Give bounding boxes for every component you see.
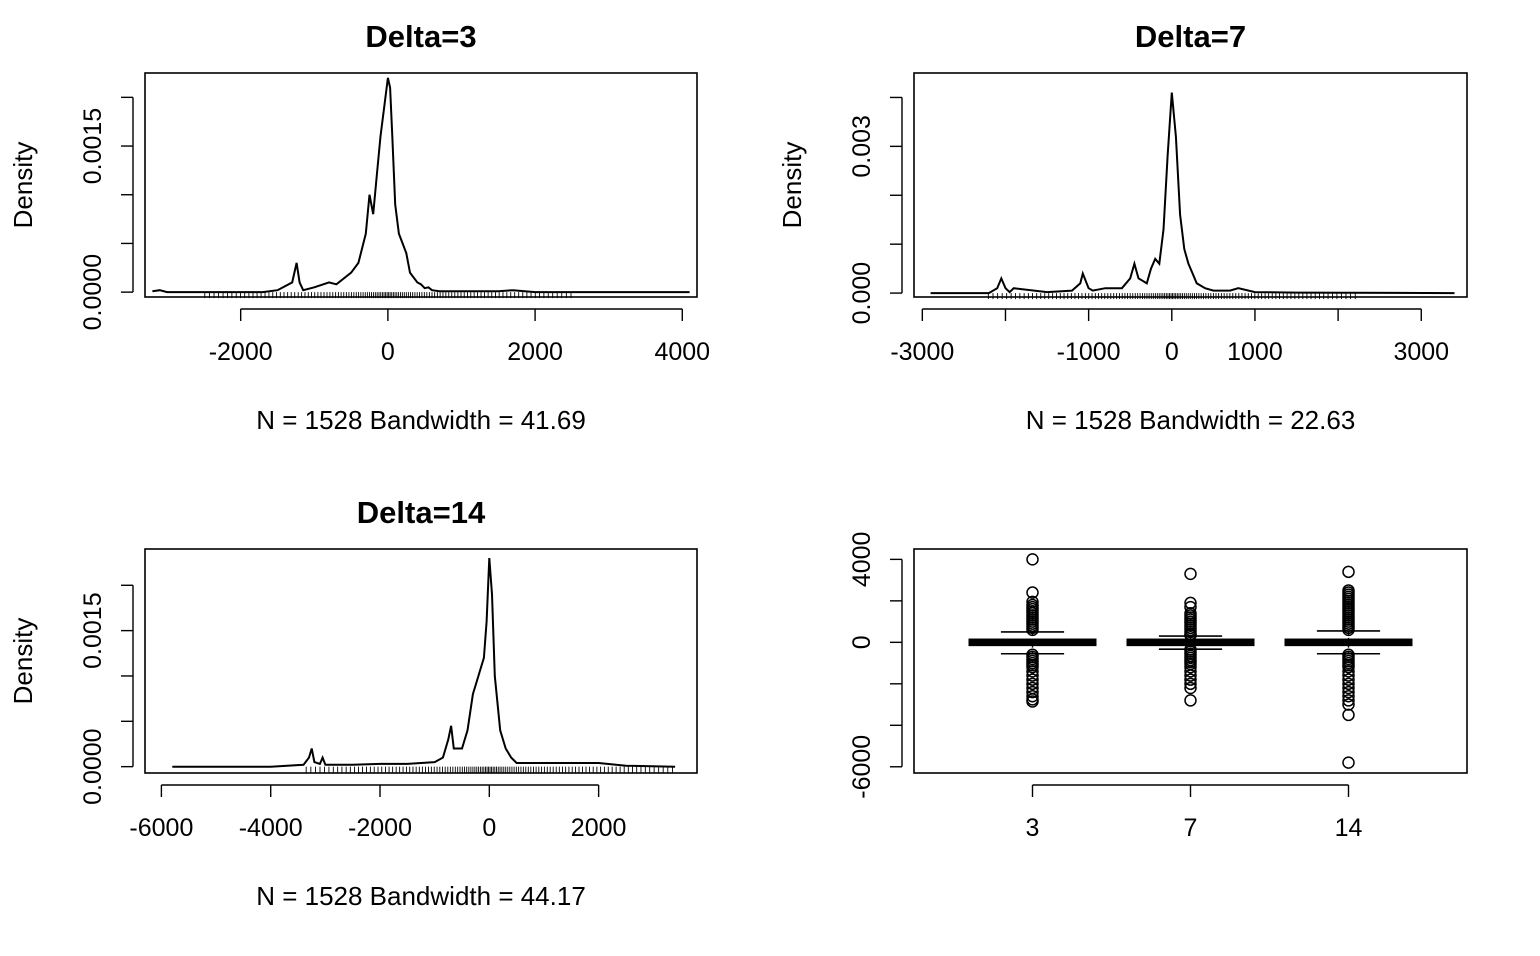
- y-axis-label: Density: [8, 142, 38, 229]
- rug-marks: [204, 292, 572, 299]
- x-tick-label: 0: [482, 814, 496, 842]
- plot-frame: [913, 72, 1468, 298]
- x-tick-label: 1000: [1227, 338, 1283, 366]
- outlier-point: [1026, 685, 1039, 699]
- x-tick-label: 0: [381, 338, 395, 366]
- outlier-point: [1184, 694, 1197, 707]
- outlier-point: [1342, 681, 1355, 695]
- outlier-point: [1342, 756, 1355, 769]
- x-tick-label: 2000: [571, 814, 627, 842]
- density-curve: [930, 92, 1455, 295]
- y-tick-label: 0.0000: [79, 254, 107, 330]
- outlier-point: [1184, 669, 1197, 682]
- y-tick-label: 4000: [848, 532, 876, 588]
- x-tick-label: -4000: [239, 814, 303, 842]
- outlier-point: [1026, 586, 1039, 599]
- outlier-point: [1184, 660, 1197, 674]
- outlier-point: [1342, 660, 1355, 674]
- panel-2: Delta=7 N = 1528 Bandwidth = 22.63 Density…: [777, 19, 1468, 435]
- panel-title: Delta=3: [365, 19, 476, 54]
- rug-marks: [305, 766, 673, 773]
- y-tick-label: 0.0015: [79, 108, 107, 184]
- plot-frame: [144, 548, 698, 774]
- outlier-point: [1026, 673, 1039, 686]
- outlier-point: [1184, 628, 1197, 642]
- panel-title: Delta=7: [1135, 19, 1246, 54]
- x-tick-label: 7: [1184, 814, 1198, 842]
- x-axis-label: N = 1528 Bandwidth = 41.69: [256, 405, 586, 435]
- rug-marks: [987, 293, 1356, 300]
- y-tick-label: 0: [848, 635, 876, 649]
- x-tick-label: 3000: [1393, 338, 1449, 366]
- boxplot-14: [1284, 565, 1413, 769]
- outlier-point: [1026, 695, 1039, 708]
- outlier-point: [1342, 665, 1355, 678]
- outlier-point: [1342, 565, 1355, 579]
- y-tick-label: 0.0000: [79, 728, 107, 804]
- x-tick-label: -1000: [1057, 338, 1121, 366]
- x-tick-label: 0: [1165, 338, 1179, 366]
- outlier-point: [1026, 665, 1039, 678]
- density-curve: [172, 558, 676, 768]
- outlier-point: [1342, 685, 1355, 699]
- boxplot-3: [968, 553, 1097, 708]
- x-axis-label: N = 1528 Bandwidth = 44.17: [256, 881, 586, 911]
- outlier-point: [1184, 665, 1197, 678]
- outlier-point: [1184, 677, 1197, 691]
- x-tick-label: -2000: [209, 338, 273, 366]
- y-axis-label: Density: [8, 618, 38, 705]
- x-tick-label: -6000: [129, 814, 193, 842]
- x-tick-label: -2000: [348, 814, 412, 842]
- x-tick-label: 4000: [654, 338, 710, 366]
- outlier-point: [1342, 669, 1355, 682]
- plot-frame: [913, 548, 1468, 774]
- outlier-point: [1342, 623, 1355, 637]
- outlier-point: [1342, 677, 1355, 691]
- boxplot-7: [1126, 567, 1255, 707]
- y-tick-label: 0.003: [848, 115, 876, 178]
- density-curve: [152, 77, 690, 294]
- outlier-point: [1026, 623, 1039, 637]
- y-axis-label: Density: [777, 142, 807, 229]
- outlier-point: [1184, 673, 1197, 686]
- outlier-point: [1026, 690, 1039, 703]
- outlier-point: [1342, 690, 1355, 703]
- outlier-point: [1026, 553, 1039, 566]
- outlier-point: [1184, 567, 1197, 581]
- x-tick-label: 14: [1335, 814, 1363, 842]
- outlier-point: [1342, 673, 1355, 686]
- panel-1: Delta=3 N = 1528 Bandwidth = 41.69 Density…: [8, 19, 710, 435]
- outlier-point: [1026, 660, 1039, 674]
- x-tick-label: 3: [1026, 814, 1040, 842]
- panel-title: Delta=14: [357, 495, 486, 530]
- y-tick-label: -6000: [848, 735, 876, 799]
- outlier-point: [1026, 669, 1039, 682]
- y-tick-label: 0.0015: [79, 592, 107, 668]
- plot-frame: [144, 72, 698, 298]
- outlier-point: [1026, 677, 1039, 691]
- panel-3: Delta=14 N = 1528 Bandwidth = 44.17 Densit…: [8, 495, 698, 911]
- y-tick-label: 0.000: [848, 262, 876, 325]
- outlier-point: [1184, 681, 1197, 695]
- panel-4: -6000 0 4000 3 7 14: [848, 532, 1468, 842]
- outlier-point: [1342, 694, 1355, 707]
- x-axis-label: N = 1528 Bandwidth = 22.63: [1026, 405, 1356, 435]
- x-tick-label: -3000: [890, 338, 954, 366]
- x-tick-label: 2000: [507, 338, 563, 366]
- outlier-point: [1342, 708, 1355, 722]
